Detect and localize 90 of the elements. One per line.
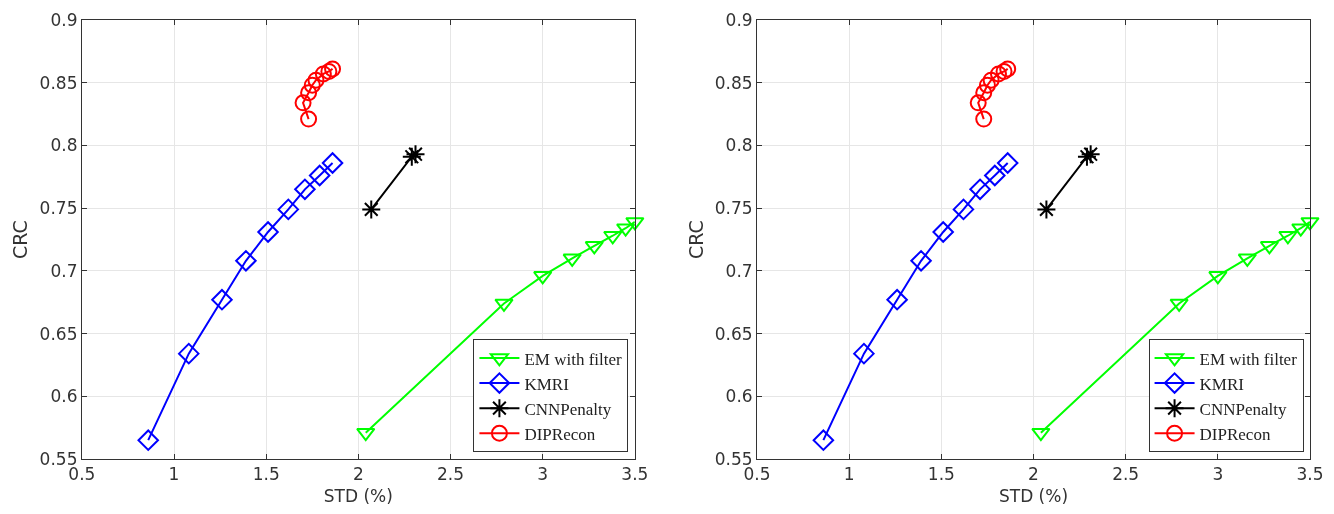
point xyxy=(1031,427,1051,442)
x-tick-label: 3.5 xyxy=(621,464,649,485)
x-tick-label: 0.5 xyxy=(68,464,96,485)
point xyxy=(324,60,342,78)
point xyxy=(178,342,200,365)
point xyxy=(952,198,975,221)
point xyxy=(137,429,159,451)
point xyxy=(1169,298,1189,312)
x-tick-label: 2 xyxy=(1028,464,1039,485)
x-tick-label: 2 xyxy=(352,464,364,485)
point xyxy=(361,199,382,220)
point xyxy=(494,298,514,312)
point xyxy=(294,178,316,201)
point xyxy=(1237,253,1257,267)
y-tick-label: 0.7 xyxy=(50,260,78,281)
point xyxy=(277,198,300,221)
y-tick-label: 0.85 xyxy=(714,72,753,93)
point xyxy=(990,65,1007,83)
x-tick-label: 3 xyxy=(537,464,549,485)
y-tick-label: 0.75 xyxy=(714,198,753,219)
x-tick-label: 1 xyxy=(168,464,180,485)
y-tick-label: 0.8 xyxy=(50,135,78,156)
point xyxy=(853,342,875,365)
legend-label: KMRI xyxy=(524,374,570,394)
point xyxy=(978,76,996,94)
point xyxy=(308,164,331,187)
legend-label: DIPRecon xyxy=(1199,424,1271,444)
y-tick-label: 0.7 xyxy=(725,260,753,281)
point xyxy=(320,62,338,80)
y-tick-label: 0.9 xyxy=(50,9,78,30)
y-tick-label: 0.65 xyxy=(39,323,78,344)
x-tick-label: 1 xyxy=(843,464,855,485)
y-axis-title: CRC xyxy=(684,220,707,259)
y-tick-label: 0.85 xyxy=(39,72,78,93)
point xyxy=(969,178,991,201)
point xyxy=(300,84,318,102)
point xyxy=(314,65,332,83)
point xyxy=(625,217,645,231)
point xyxy=(984,164,1006,187)
point xyxy=(235,250,257,272)
legend-label: DIPRecon xyxy=(524,424,596,444)
x-tick-label: 1.5 xyxy=(927,464,955,485)
point xyxy=(886,288,908,311)
legend-label: EM with filter xyxy=(524,349,623,369)
point xyxy=(995,62,1013,80)
y-tick-label: 0.6 xyxy=(50,386,78,407)
y-tick-label: 0.65 xyxy=(714,323,753,344)
x-tick-label: 3 xyxy=(1212,464,1224,485)
legend-label: CNNPenalty xyxy=(1199,399,1287,419)
point xyxy=(812,429,835,451)
point xyxy=(1278,230,1298,245)
y-tick-label: 0.75 xyxy=(39,198,78,219)
point xyxy=(533,271,553,285)
point xyxy=(1036,199,1057,220)
x-axis-title: STD (%) xyxy=(998,485,1069,506)
legend-label: EM with filter xyxy=(1199,349,1298,369)
x-tick-label: 3.5 xyxy=(1296,464,1324,485)
x-tick-label: 2.5 xyxy=(437,464,465,485)
point xyxy=(257,221,279,243)
point xyxy=(1208,271,1228,285)
legend-label: KMRI xyxy=(1199,374,1245,394)
x-tick-label: 1.5 xyxy=(252,464,280,485)
y-tick-label: 0.9 xyxy=(725,9,753,30)
point xyxy=(996,152,1019,174)
point xyxy=(584,241,604,255)
point xyxy=(294,94,312,112)
point xyxy=(307,71,325,89)
point xyxy=(300,110,318,128)
point xyxy=(321,152,344,174)
point xyxy=(603,230,623,245)
y-tick-label: 0.8 xyxy=(725,135,753,156)
x-axis-title: STD (%) xyxy=(323,485,393,506)
point xyxy=(356,427,376,442)
point xyxy=(975,84,993,102)
point xyxy=(211,288,233,311)
point xyxy=(969,94,987,112)
point xyxy=(303,76,321,94)
y-axis-title: CRC xyxy=(9,220,32,259)
point xyxy=(562,253,582,267)
legend-label: CNNPenalty xyxy=(524,399,612,419)
x-tick-label: 0.5 xyxy=(743,464,771,485)
y-tick-label: 0.6 xyxy=(725,386,753,407)
x-tick-label: 2.5 xyxy=(1112,464,1140,485)
point xyxy=(932,221,954,243)
point xyxy=(1300,217,1320,231)
point xyxy=(982,71,1000,89)
point xyxy=(999,60,1017,78)
point xyxy=(1291,223,1311,237)
point xyxy=(910,250,932,272)
point xyxy=(975,110,993,128)
